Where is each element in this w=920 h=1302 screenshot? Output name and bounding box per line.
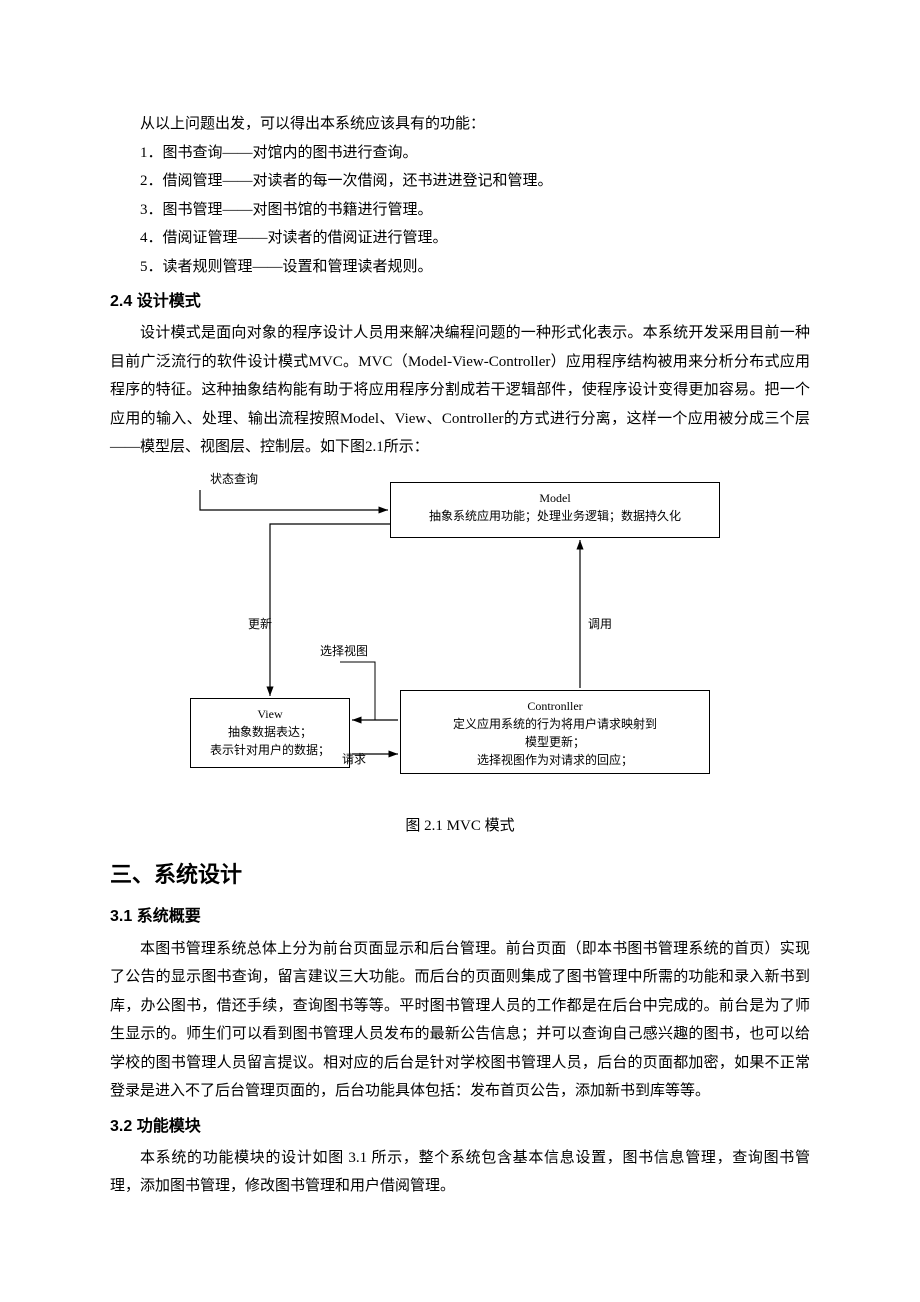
heading-3: 三、系统设计: [110, 854, 810, 896]
label-invoke: 调用: [588, 617, 612, 633]
controller-box: Contronller 定义应用系统的行为将用户请求映射到 模型更新； 选择视图…: [400, 690, 710, 774]
list-item: 3．图书管理——对图书馆的书籍进行管理。: [110, 196, 810, 225]
para-3-2: 本系统的功能模块的设计如图 3.1 所示，整个系统包含基本信息设置，图书信息管理…: [110, 1144, 810, 1201]
view-line1: 抽象数据表达；: [199, 723, 341, 741]
controller-line2: 模型更新；: [409, 733, 701, 751]
lead-in: 从以上问题出发，可以得出本系统应该具有的功能：: [110, 110, 810, 139]
list-item: 2．借阅管理——对读者的每一次借阅，还书进进登记和管理。: [110, 167, 810, 196]
label-select-view: 选择视图: [320, 644, 368, 660]
model-desc: 抽象系统应用功能；处理业务逻辑；数据持久化: [399, 507, 711, 525]
para-2-4: 设计模式是面向对象的程序设计人员用来解决编程问题的一种形式化表示。本系统开发采用…: [110, 319, 810, 462]
view-box: View 抽象数据表达； 表示针对用户的数据；: [190, 698, 350, 768]
list-item: 1．图书查询——对馆内的图书进行查询。: [110, 139, 810, 168]
view-line2: 表示针对用户的数据；: [199, 741, 341, 759]
controller-line3: 选择视图作为对请求的回应；: [409, 751, 701, 769]
heading-3-2: 3.2 功能模块: [110, 1112, 810, 1142]
list-item: 4．借阅证管理——对读者的借阅证进行管理。: [110, 224, 810, 253]
controller-line1: 定义应用系统的行为将用户请求映射到: [409, 715, 701, 733]
label-status-query: 状态查询: [210, 472, 258, 488]
controller-title: Contronller: [409, 697, 701, 715]
label-update: 更新: [248, 617, 272, 633]
figure-caption-2-1: 图 2.1 MVC 模式: [110, 812, 810, 841]
mvc-diagram: Model 抽象系统应用功能；处理业务逻辑；数据持久化 View 抽象数据表达；…: [110, 472, 810, 782]
model-title: Model: [399, 489, 711, 507]
feature-list: 1．图书查询——对馆内的图书进行查询。 2．借阅管理——对读者的每一次借阅，还书…: [110, 139, 810, 282]
list-item: 5．读者规则管理——设置和管理读者规则。: [110, 253, 810, 282]
view-title: View: [199, 705, 341, 723]
document-page: 从以上问题出发，可以得出本系统应该具有的功能： 1．图书查询——对馆内的图书进行…: [0, 0, 920, 1281]
heading-3-1: 3.1 系统概要: [110, 902, 810, 932]
heading-2-4: 2.4 设计模式: [110, 287, 810, 317]
para-3-1: 本图书管理系统总体上分为前台页面显示和后台管理。前台页面（即本书图书管理系统的首…: [110, 935, 810, 1106]
model-box: Model 抽象系统应用功能；处理业务逻辑；数据持久化: [390, 482, 720, 538]
label-request: 请求: [342, 752, 366, 768]
